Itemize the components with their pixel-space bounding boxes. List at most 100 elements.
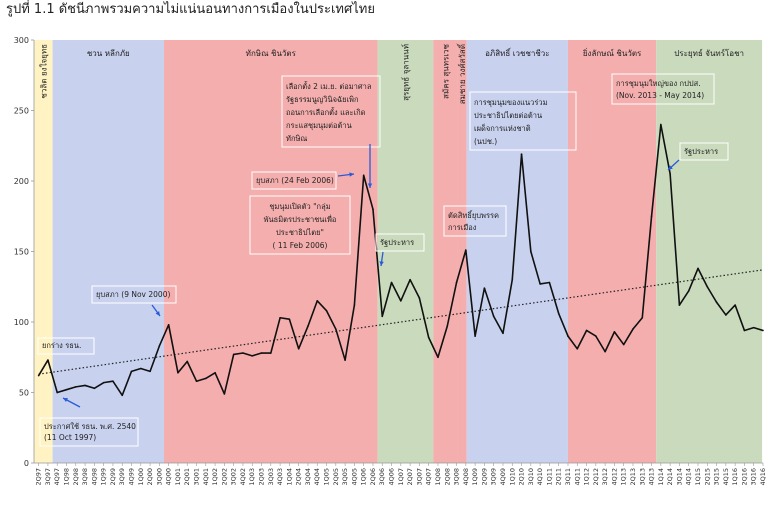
arrow-coup-2014-head	[668, 165, 673, 170]
x-tick-label: 1Q13	[620, 468, 628, 486]
x-tick-label: 4Q16	[759, 468, 767, 486]
annotation-promulgate: ประกาศใช้ รธน. พ.ศ. 2540 (11 Oct 1997)	[39, 417, 139, 447]
x-tick-label: 2Q04	[295, 468, 303, 486]
x-tick-label: 2Q15	[703, 468, 711, 486]
annotation-election: เลือกตั้ง 2 เม.ย. ต่อมาศาลรัฐธรรมนูญวินิ…	[281, 75, 381, 148]
chart-title: รูปที่ 1.1 ดัชนีภาพรวมความไม่แน่นอนทางกา…	[6, 0, 375, 17]
data-point	[186, 360, 189, 363]
x-tick-label: 2Q12	[592, 468, 600, 486]
data-point	[437, 356, 439, 359]
annotations: ยกร่าง รธน. ประกาศใช้ รธน. พ.ศ. 2540 (11 O…	[37, 73, 729, 447]
x-tick-label: 2Q98	[72, 468, 80, 486]
x-tick-label: 3Q10	[527, 468, 535, 486]
index-series	[37, 123, 764, 397]
annotation-draft-box	[37, 337, 95, 355]
data-point	[307, 325, 309, 328]
x-tick-label: 3Q99	[118, 468, 126, 486]
data-point	[242, 352, 244, 354]
data-point	[362, 174, 365, 177]
annotation-pdrc-line: (Nov. 2013 - May 2014)	[616, 91, 704, 100]
x-tick-label: 1Q11	[545, 468, 553, 486]
y-tick-label: 200	[14, 177, 29, 186]
data-point	[195, 380, 198, 383]
x-tick-label: 4Q05	[350, 468, 358, 486]
annotation-promulgate-line: ประกาศใช้ รธน. พ.ศ. 2540	[44, 422, 136, 431]
data-point	[669, 173, 671, 175]
data-point	[446, 325, 449, 328]
x-tick-label: 4Q00	[165, 468, 173, 486]
annotation-udd-line: การชุมนุมของแนวร่วม	[474, 98, 548, 107]
x-tick-label: 3Q07	[415, 468, 423, 486]
data-point	[223, 393, 226, 395]
data-point	[390, 281, 393, 284]
x-tick-label: 2Q00	[146, 468, 154, 486]
annotation-dissolve-2000-line: ยุบสภา (9 Nov 2000)	[96, 290, 170, 299]
x-tick-label: 4Q02	[239, 468, 247, 486]
x-tick-label: 4Q13	[648, 468, 656, 486]
x-tick-label: 4Q99	[128, 468, 136, 486]
x-tick-label: 1Q03	[248, 468, 256, 486]
x-tick-label: 3Q09	[490, 468, 498, 486]
x-tick-label: 4Q01	[202, 468, 210, 486]
data-point	[297, 347, 300, 350]
x-tick-label: 4Q98	[90, 468, 98, 486]
data-point	[465, 249, 467, 251]
x-tick-label: 2Q99	[109, 468, 117, 486]
data-point	[706, 285, 709, 288]
period-band	[457, 40, 467, 463]
annotation-election-line: ทักษิณ	[286, 134, 307, 143]
data-point	[344, 359, 346, 361]
data-point	[353, 304, 356, 306]
data-point	[687, 290, 690, 292]
x-tick-label: 1Q02	[211, 468, 219, 486]
x-tick-label: 4Q04	[313, 468, 321, 486]
data-point	[595, 335, 597, 337]
data-point	[752, 326, 755, 329]
y-tick-label: 50	[19, 389, 29, 398]
data-point	[567, 335, 569, 337]
data-point	[112, 380, 114, 383]
data-point	[37, 374, 40, 377]
data-point	[177, 371, 179, 374]
y-axis-ticks: 0 50 100 150 200 250 300	[14, 36, 34, 468]
arrow-coup-2014	[667, 159, 680, 171]
data-point	[325, 309, 328, 312]
data-point	[511, 278, 514, 281]
data-point	[279, 316, 281, 319]
period-label: ชวลิต ยงใจยุทธ	[39, 44, 48, 99]
data-point	[260, 352, 263, 354]
data-point	[130, 370, 133, 373]
x-tick-label: 2Q01	[183, 468, 191, 486]
x-tick-label: 4Q97	[53, 468, 61, 486]
period-band	[52, 40, 165, 463]
x-tick-label: 3Q05	[341, 468, 349, 486]
data-point	[557, 312, 560, 315]
arrow-coup-2006-head	[379, 261, 384, 266]
data-point	[288, 318, 291, 320]
annotation-pdrc-line: การชุมนุมใหญ่ของ กปปส.	[616, 79, 701, 88]
annotation-election-line: กระแสชุมนุมต่อต้าน	[286, 121, 352, 130]
data-point	[539, 283, 541, 285]
x-tick-label: 3Q15	[713, 468, 721, 486]
x-tick-label: 3Q98	[81, 468, 89, 486]
x-tick-label: 1Q09	[471, 468, 479, 486]
x-tick-label: 3Q12	[601, 468, 609, 486]
data-point	[205, 377, 207, 380]
annotation-udd-line: เผด็จการแห่งชาติ	[474, 123, 531, 133]
data-point	[604, 350, 606, 353]
x-tick-label: 4Q15	[722, 468, 730, 486]
data-point	[409, 278, 411, 281]
x-tick-label: 1Q10	[508, 468, 516, 486]
data-point	[335, 328, 337, 330]
annotation-dissolve-2000: ยุบสภา (9 Nov 2000)	[91, 285, 177, 304]
x-tick-label: 2Q09	[480, 468, 488, 486]
arrow-election	[367, 144, 373, 188]
annotation-dissolve-2006-box	[251, 171, 337, 190]
x-tick-label: 4Q12	[610, 468, 618, 486]
x-tick-label: 4Q06	[388, 468, 396, 486]
x-tick-label: 1Q07	[397, 468, 405, 486]
data-point	[474, 335, 476, 337]
annotation-pad-line: ( 11 Feb 2006)	[273, 241, 328, 250]
data-point	[251, 355, 254, 357]
